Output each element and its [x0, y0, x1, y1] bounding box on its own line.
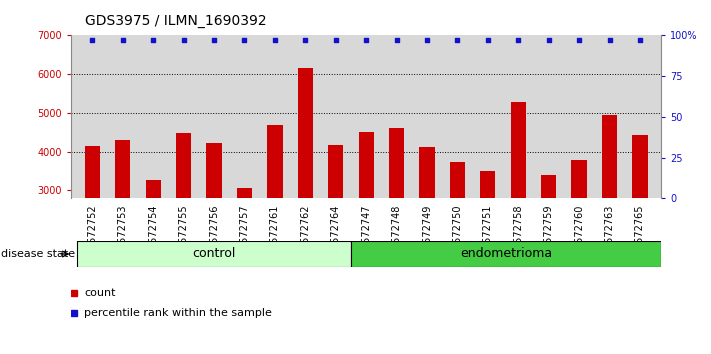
Bar [146, 179, 161, 198]
Bar [358, 132, 374, 198]
Text: GDS3975 / ILMN_1690392: GDS3975 / ILMN_1690392 [85, 14, 267, 28]
Point [117, 38, 129, 43]
Bar [115, 140, 130, 198]
Text: control: control [193, 247, 236, 261]
Point [148, 38, 159, 43]
Point [299, 38, 311, 43]
Point [87, 38, 98, 43]
Bar [572, 160, 587, 198]
Bar [419, 147, 434, 198]
Point [451, 38, 463, 43]
Text: disease state: disease state [1, 249, 75, 259]
Bar [510, 102, 526, 198]
Point [634, 38, 646, 43]
Text: percentile rank within the sample: percentile rank within the sample [85, 308, 272, 318]
Point [543, 38, 555, 43]
Point [239, 38, 250, 43]
Point [604, 38, 615, 43]
Point [208, 38, 220, 43]
Bar [450, 162, 465, 198]
Bar [237, 188, 252, 198]
Bar [267, 125, 282, 198]
Bar [77, 241, 351, 267]
Point [330, 38, 341, 43]
Point [391, 38, 402, 43]
Bar [328, 145, 343, 198]
Bar [541, 175, 556, 198]
Bar [85, 146, 100, 198]
Point [360, 38, 372, 43]
Point [573, 38, 584, 43]
Point [482, 38, 493, 43]
Point [178, 38, 189, 43]
Bar [298, 68, 313, 198]
Point [422, 38, 433, 43]
Bar [176, 133, 191, 198]
Bar [480, 171, 496, 198]
Bar [602, 115, 617, 198]
Bar [351, 241, 661, 267]
Point [269, 38, 281, 43]
Bar [206, 143, 222, 198]
Bar [632, 135, 648, 198]
Point [513, 38, 524, 43]
Text: endometrioma: endometrioma [460, 247, 552, 261]
Text: count: count [85, 287, 116, 298]
Bar [389, 128, 404, 198]
